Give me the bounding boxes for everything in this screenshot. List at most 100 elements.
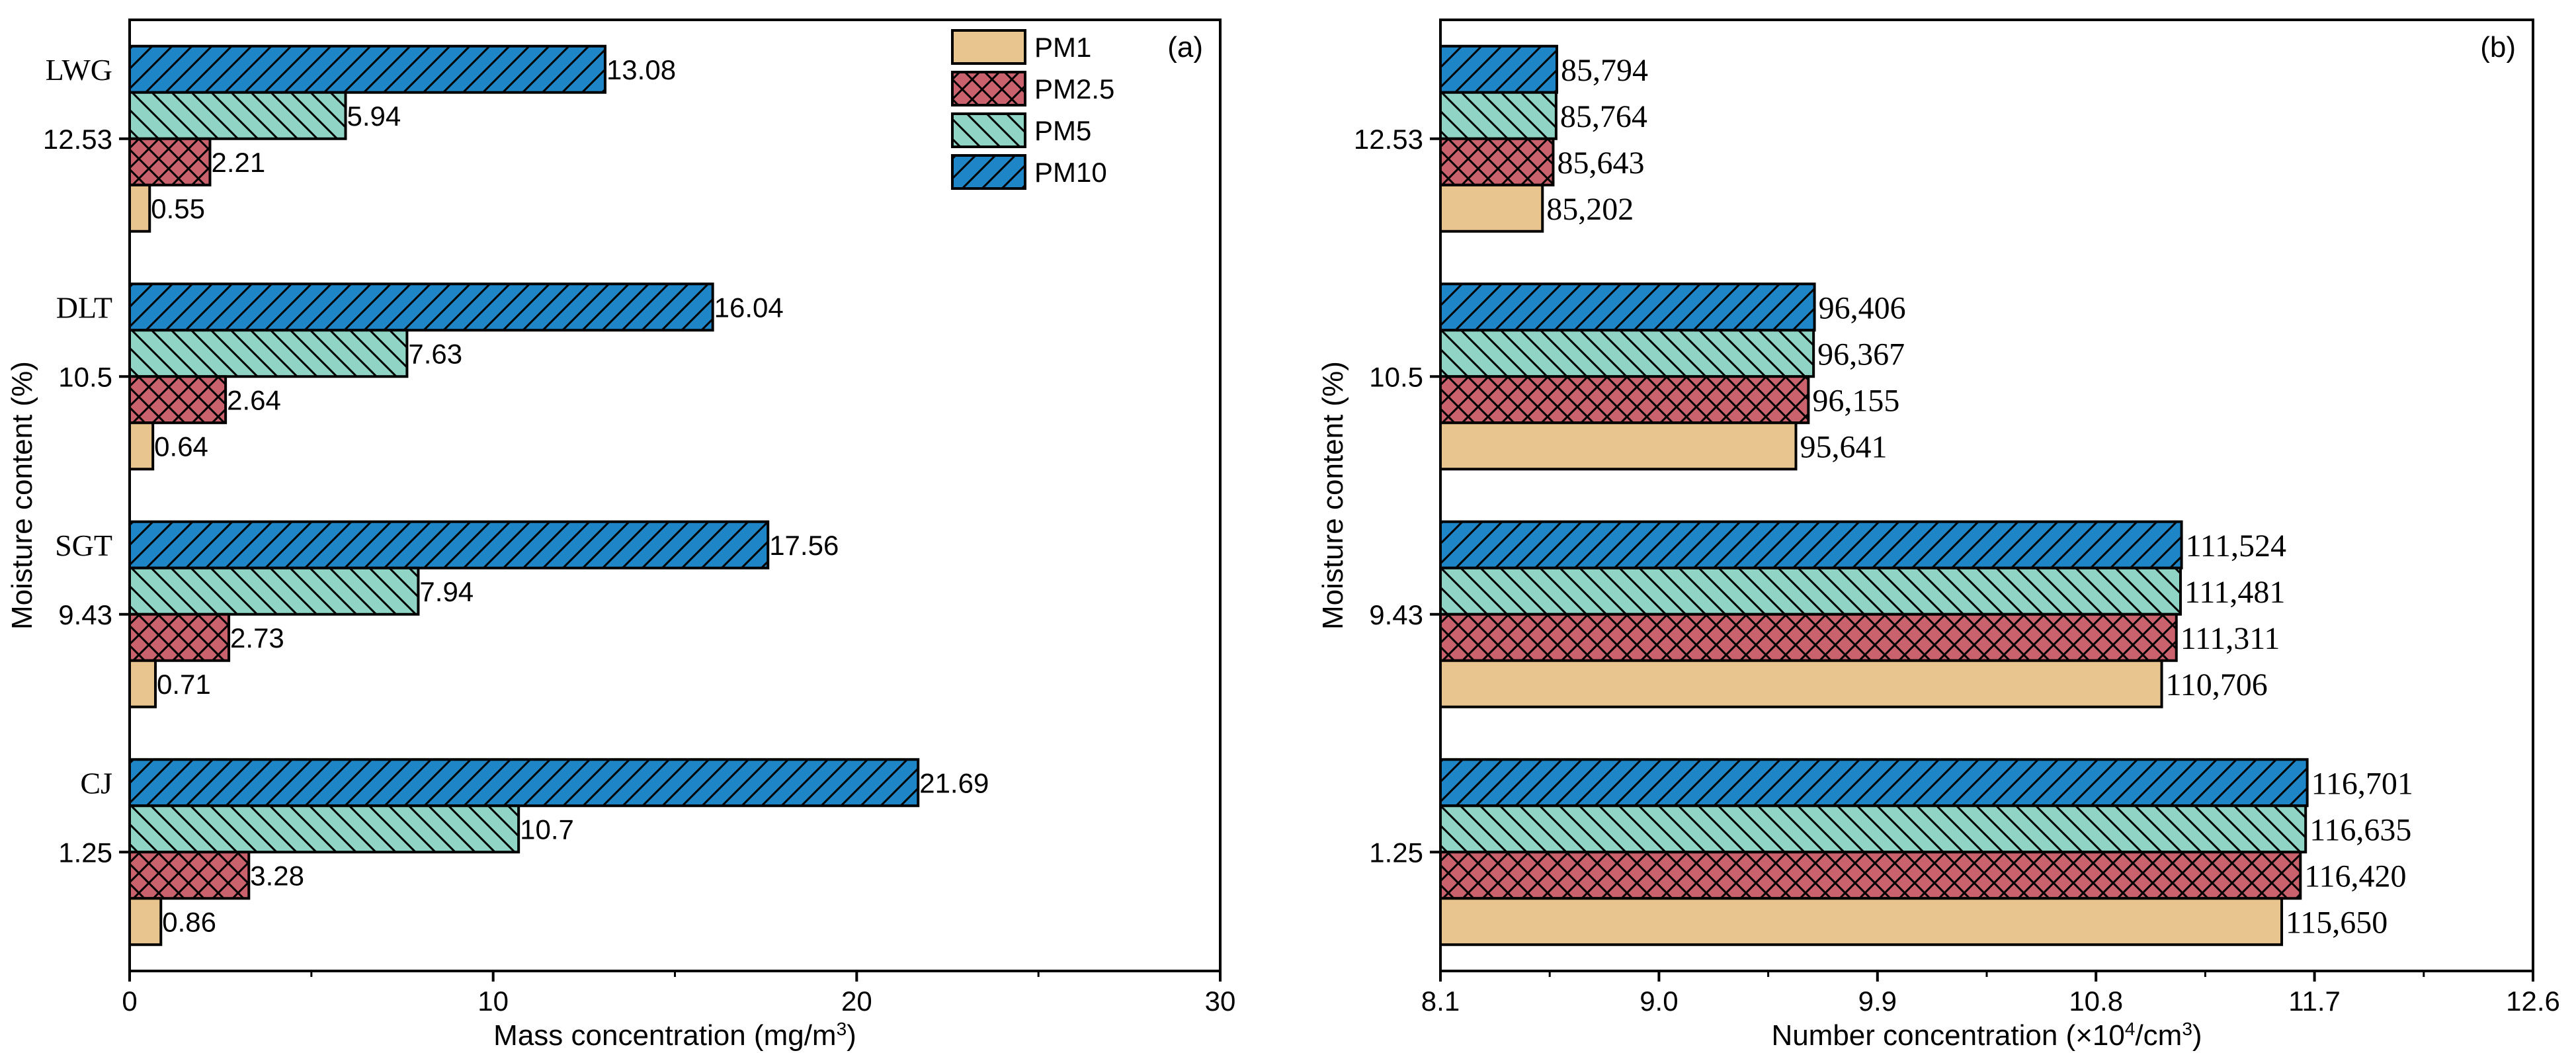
y-axis-title: Moisture content (%) [1317, 361, 1349, 630]
group-name-label: SGT [55, 528, 112, 562]
value-label: 96,406 [1819, 290, 1906, 325]
bar-group-9-43: 9.43 111,524 111,481 111,311 110,706 [1369, 520, 2286, 708]
value-label: 111,311 [2181, 621, 2280, 656]
bar-pm5 [1439, 329, 1815, 378]
group-name-label: LWG [46, 53, 112, 87]
bar-pm2-5 [1439, 137, 1555, 187]
legend-label: PM1 [1034, 32, 1091, 63]
value-label: 116,420 [2304, 859, 2406, 894]
x-tick-label: 9.0 [1640, 986, 1678, 1017]
value-label: 0.71 [157, 669, 211, 700]
value-label: 85,764 [1560, 99, 1647, 134]
x-tick-label: 30 [1205, 986, 1236, 1017]
value-label: 2.73 [230, 622, 284, 653]
bar-pm2-5 [1439, 851, 2302, 900]
value-label: 110,706 [2166, 667, 2268, 702]
bar-pm5 [128, 329, 409, 378]
panel-label: (a) [1167, 31, 1203, 63]
value-label: 2.21 [211, 147, 265, 178]
value-label: 7.63 [408, 338, 462, 369]
bar-group-10-5: 10.5 96,406 96,367 96,155 95,641 [1369, 282, 1906, 471]
y-tick-label: 9.43 [58, 599, 112, 630]
value-label: 116,701 [2311, 766, 2413, 801]
legend-item-pm5: PM5 [951, 112, 1091, 148]
bar-pm2-5 [1439, 375, 1810, 425]
bar-pm5 [128, 91, 347, 140]
bar-pm1 [1439, 897, 2284, 947]
panel-b-number-concentration: 8.1 9.0 9.9 10.8 11.7 12.6 Number concentratio… [1317, 19, 2560, 1052]
bar-pm10 [1439, 520, 2183, 569]
bar-pm2-5 [128, 612, 231, 662]
x-tick-label: 0 [122, 986, 137, 1017]
value-label: 2.64 [227, 384, 281, 415]
y-tick-label: 1.25 [58, 837, 112, 868]
bar-pm10 [1439, 758, 2309, 808]
bar-group-9-43: 9.43 SGT 17.56 7.94 2.73 0.71 [55, 520, 839, 708]
bar-pm1 [128, 421, 155, 471]
group-name-label: CJ [80, 766, 112, 800]
bar-group-10-5: 10.5 DLT 16.04 7.63 2.64 0.64 [56, 282, 784, 471]
bar-pm2-5 [128, 375, 228, 425]
bar-pm5 [1439, 91, 1558, 140]
bar-pm1 [1439, 183, 1544, 233]
legend-item-pm2-5: PM2.5 [951, 71, 1114, 106]
legend-label: PM5 [1034, 115, 1091, 146]
y-tick-label: 9.43 [1369, 599, 1423, 630]
y-tick-label: 12.53 [1354, 124, 1423, 155]
bar-pm1 [128, 659, 157, 708]
x-tick-label: 8.1 [1421, 986, 1460, 1017]
bar-group-1-25: 1.25 CJ 21.69 10.7 3.28 0.86 [58, 758, 989, 947]
legend-label: PM10 [1034, 157, 1107, 188]
legend-swatch [951, 112, 1026, 148]
bar-pm10 [128, 520, 770, 569]
x-axis-title: Mass concentration (mg/m3) [493, 1019, 856, 1052]
bar-pm10 [1439, 44, 1558, 94]
bar-group-12-53: 12.53 LWG 13.08 5.94 2.210.55 [43, 44, 676, 233]
x-tick-label: 10.8 [2069, 986, 2123, 1017]
x-tick-label: 9.9 [1858, 986, 1897, 1017]
panel-a-mass-concentration: 0 10 20 30 Mass concentration (mg/m3) Moistur… [6, 19, 1236, 1052]
bar-pm5 [128, 566, 420, 616]
panel-label: (b) [2480, 31, 2516, 63]
bar-pm10 [128, 758, 920, 808]
bar-pm5 [1439, 804, 2307, 854]
value-label: 95,641 [1800, 429, 1887, 464]
y-tick-label: 10.5 [58, 361, 112, 392]
bar-pm1 [1439, 421, 1798, 471]
bar-pm10 [128, 44, 606, 94]
value-label: 13.08 [606, 54, 676, 85]
value-label: 7.94 [419, 576, 474, 607]
value-label: 16.04 [714, 292, 784, 323]
legend: PM1 PM2.5 PM5 PM10 [951, 29, 1114, 190]
value-label: 111,481 [2184, 575, 2285, 610]
value-label: 115,650 [2286, 905, 2388, 940]
x-axis-title: Number concentration (×104/cm3) [1771, 1019, 2202, 1052]
y-axis-title: Moisture content (%) [6, 361, 38, 630]
group-name-label: DLT [56, 290, 112, 324]
bar-pm1 [128, 897, 163, 947]
value-label: 3.28 [250, 860, 304, 891]
value-label: 0.64 [154, 431, 208, 462]
bar-group-12-53: 12.53 85,794 85,764 85,643 85,202 [1354, 44, 1648, 233]
legend-item-pm1: PM1 [951, 29, 1091, 65]
bar-pm2-5 [128, 851, 251, 900]
legend-label: PM2.5 [1034, 73, 1114, 105]
bar-pm2-5 [128, 137, 212, 187]
bar-pm5 [1439, 566, 2182, 616]
y-tick-label: 12.53 [43, 124, 112, 155]
x-tick-label: 12.6 [2506, 986, 2560, 1017]
value-label: 10.7 [520, 814, 574, 845]
bar-pm10 [128, 282, 714, 332]
bar-pm2-5 [1439, 612, 2178, 662]
value-label: 17.56 [769, 530, 839, 561]
y-tick-label: 1.25 [1369, 837, 1423, 868]
value-label: 96,155 [1812, 383, 1899, 418]
legend-swatch [951, 71, 1026, 106]
legend-item-pm10: PM10 [951, 154, 1107, 190]
bar-pm1 [1439, 659, 2163, 708]
value-label: 21.69 [919, 767, 989, 798]
bar-pm10 [1439, 282, 1816, 332]
x-tick-label: 11.7 [2288, 986, 2341, 1017]
value-label: 85,202 [1546, 192, 1634, 227]
